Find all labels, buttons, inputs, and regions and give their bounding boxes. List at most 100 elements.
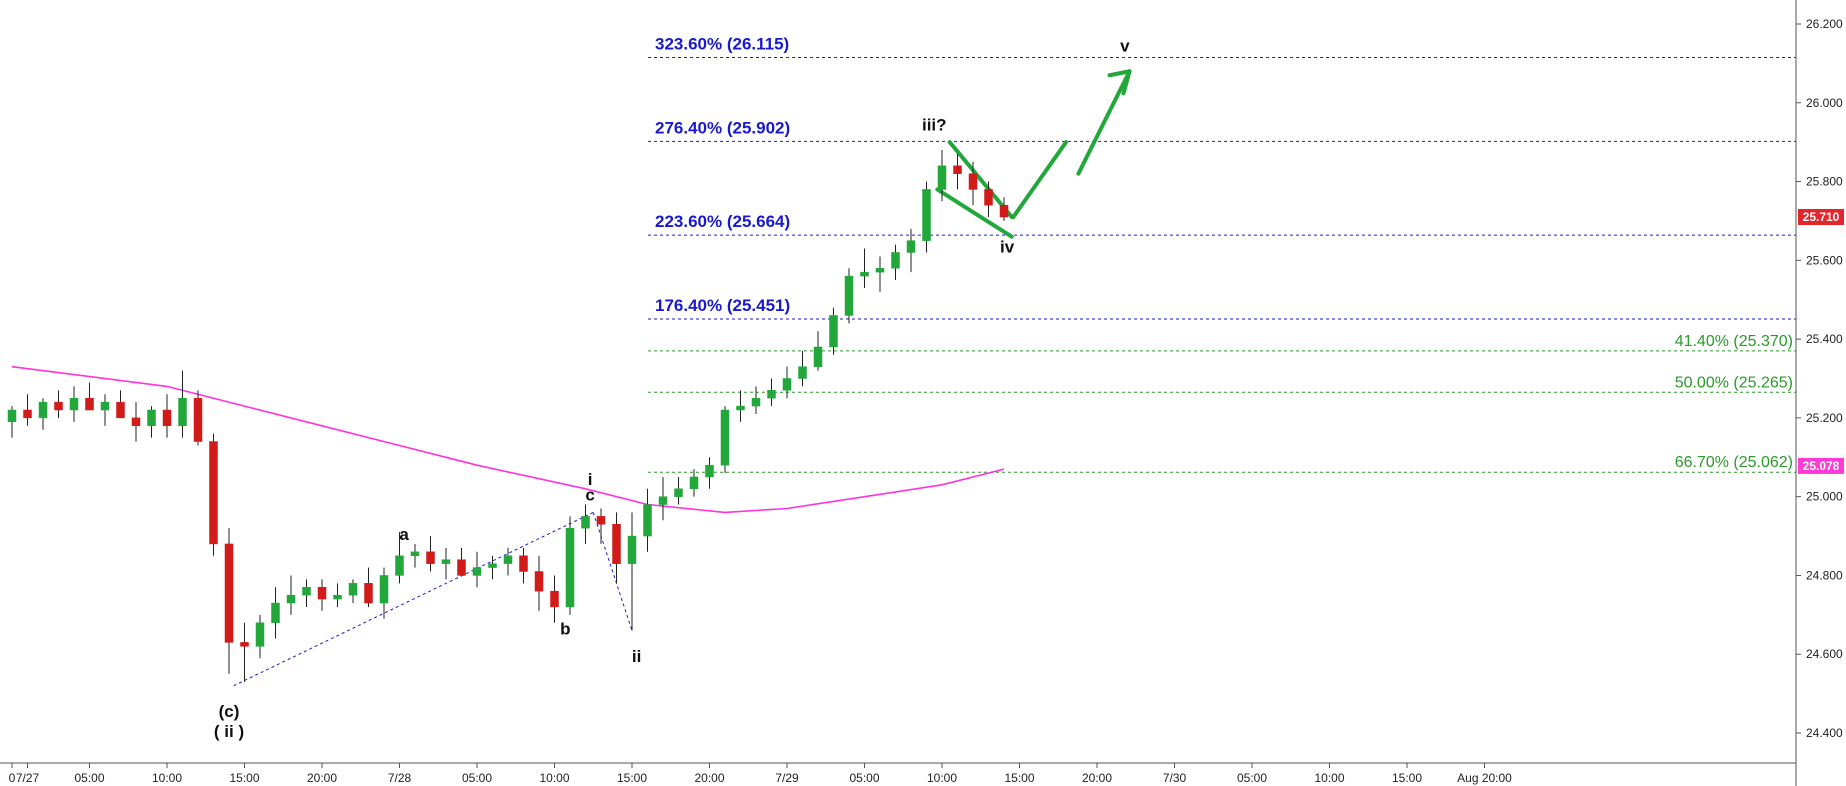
x-tick-label-4: 15:00: [229, 771, 259, 785]
candle-body-6: [100, 401, 110, 411]
wave-dashed-line-1: [592, 512, 633, 631]
x-tick-label-17: 05:00: [1237, 771, 1267, 785]
candle-body-18: [286, 594, 296, 604]
candle-body-14: [224, 543, 234, 643]
wave-label-7: iii?: [922, 115, 947, 134]
candle-body-5: [85, 397, 94, 411]
candle-body-40: [627, 535, 637, 564]
x-tick-label-3: 10:00: [152, 771, 182, 785]
candle-body-0: [7, 409, 17, 423]
candle-body-63: [984, 189, 993, 206]
projection-line-1: [947, 140, 1014, 220]
candle-body-45: [705, 464, 714, 478]
candle-body-38: [596, 516, 606, 525]
x-tick-label-7: 05:00: [462, 771, 492, 785]
x-tick-label-9: 15:00: [617, 771, 647, 785]
candle-body-36: [565, 527, 575, 608]
fib-blue-label-0: 323.60% (26.115): [655, 34, 789, 53]
candle-body-37: [581, 516, 590, 529]
fib-blue-label-2: 223.60% (25.664): [655, 212, 790, 231]
candle-body-53: [829, 315, 838, 348]
candle-body-9: [147, 409, 156, 427]
candle-body-60: [937, 165, 947, 190]
candle-body-24: [379, 575, 389, 604]
candle-body-2: [38, 401, 48, 419]
x-tick-label-10: 20:00: [694, 771, 724, 785]
wave-label-5: c: [585, 486, 594, 505]
y-tick-label-8: 26.000: [1806, 96, 1843, 110]
y-tick-label-6: 25.600: [1806, 253, 1843, 267]
candle-body-25: [395, 555, 404, 576]
candle-body-30: [472, 567, 482, 576]
candle-body-1: [23, 409, 32, 419]
candle-body-54: [844, 275, 854, 316]
x-tick-label-5: 20:00: [307, 771, 337, 785]
projection-line-0: [935, 187, 1014, 239]
candle-body-10: [162, 409, 172, 427]
candle-body-13: [209, 441, 218, 545]
candle-body-49: [767, 390, 776, 399]
y-tick-label-9: 26.200: [1806, 17, 1843, 31]
candle-body-31: [488, 563, 497, 568]
x-tick-label-15: 20:00: [1082, 771, 1112, 785]
candle-body-34: [534, 571, 544, 592]
fib-green-label-1: 50.00% (25.265): [1675, 374, 1793, 391]
x-tick-label-18: 10:00: [1314, 771, 1344, 785]
y-tick-label-2: 24.800: [1806, 568, 1843, 582]
wave-label-4: i: [588, 470, 593, 489]
candle-body-41: [643, 504, 652, 537]
wave-label-0: (c): [219, 702, 240, 721]
candle-body-47: [736, 405, 745, 411]
x-tick-label-19: 15:00: [1392, 771, 1422, 785]
candle-body-26: [410, 551, 420, 556]
wave-dashed-line-0: [233, 511, 594, 687]
x-tick-label-1: 7/27: [16, 771, 40, 785]
candle-body-61: [953, 165, 962, 174]
candle-body-42: [658, 496, 668, 505]
candle-body-16: [255, 622, 265, 647]
projection-arrow-head: [1107, 69, 1132, 96]
price-badge-bg-0: [1798, 209, 1844, 226]
wave-labels-layer: (c)( ii ) a b ic ii iii? iv v: [214, 37, 1130, 741]
x-tick-label-14: 15:00: [1004, 771, 1034, 785]
candle-body-23: [364, 583, 373, 604]
candle-body-21: [333, 594, 342, 600]
candle-body-19: [302, 587, 311, 596]
fibonacci-levels: 323.60% (26.115) 276.40% (25.902) 223.60% …: [648, 34, 1796, 473]
candle-body-57: [891, 252, 900, 269]
fib-green-label-2: 66.70% (25.062): [1675, 454, 1793, 471]
price-badge-bg-1: [1798, 457, 1844, 474]
candle-body-22: [348, 583, 358, 596]
x-tick-label-16: 7/30: [1163, 771, 1187, 785]
y-tick-label-7: 25.800: [1806, 175, 1843, 189]
fib-blue-label-1: 276.40% (25.902): [655, 118, 790, 137]
y-tick-label-5: 25.400: [1806, 332, 1843, 346]
wave-label-8: iv: [1000, 237, 1015, 256]
candles-layer: [7, 150, 1009, 682]
x-tick-label-13: 10:00: [927, 771, 957, 785]
projection-line-3: [1076, 69, 1132, 176]
candle-body-28: [441, 559, 451, 564]
price-badge-label-1: 25.078: [1803, 459, 1840, 473]
y-tick-label-1: 24.600: [1806, 647, 1843, 661]
candle-body-39: [612, 523, 621, 564]
x-tick-label-20: Aug 20:00: [1457, 771, 1512, 785]
candle-body-29: [457, 559, 466, 576]
candle-body-11: [178, 397, 187, 427]
candle-body-50: [782, 378, 792, 391]
wave-label-2: a: [399, 525, 409, 544]
candle-body-17: [271, 602, 280, 623]
x-tick-label-12: 05:00: [849, 771, 879, 785]
x-tick-label-6: 7/28: [388, 771, 412, 785]
candle-body-56: [875, 267, 885, 273]
candle-body-62: [968, 173, 978, 190]
x-tick-label-2: 05:00: [74, 771, 104, 785]
candle-body-64: [999, 204, 1009, 218]
candle-body-4: [69, 397, 79, 411]
x-tick-label-8: 10:00: [539, 771, 569, 785]
fib-green-label-0: 41.40% (25.370): [1675, 333, 1793, 350]
candle-body-51: [798, 366, 807, 379]
wave-label-3: b: [560, 620, 570, 639]
